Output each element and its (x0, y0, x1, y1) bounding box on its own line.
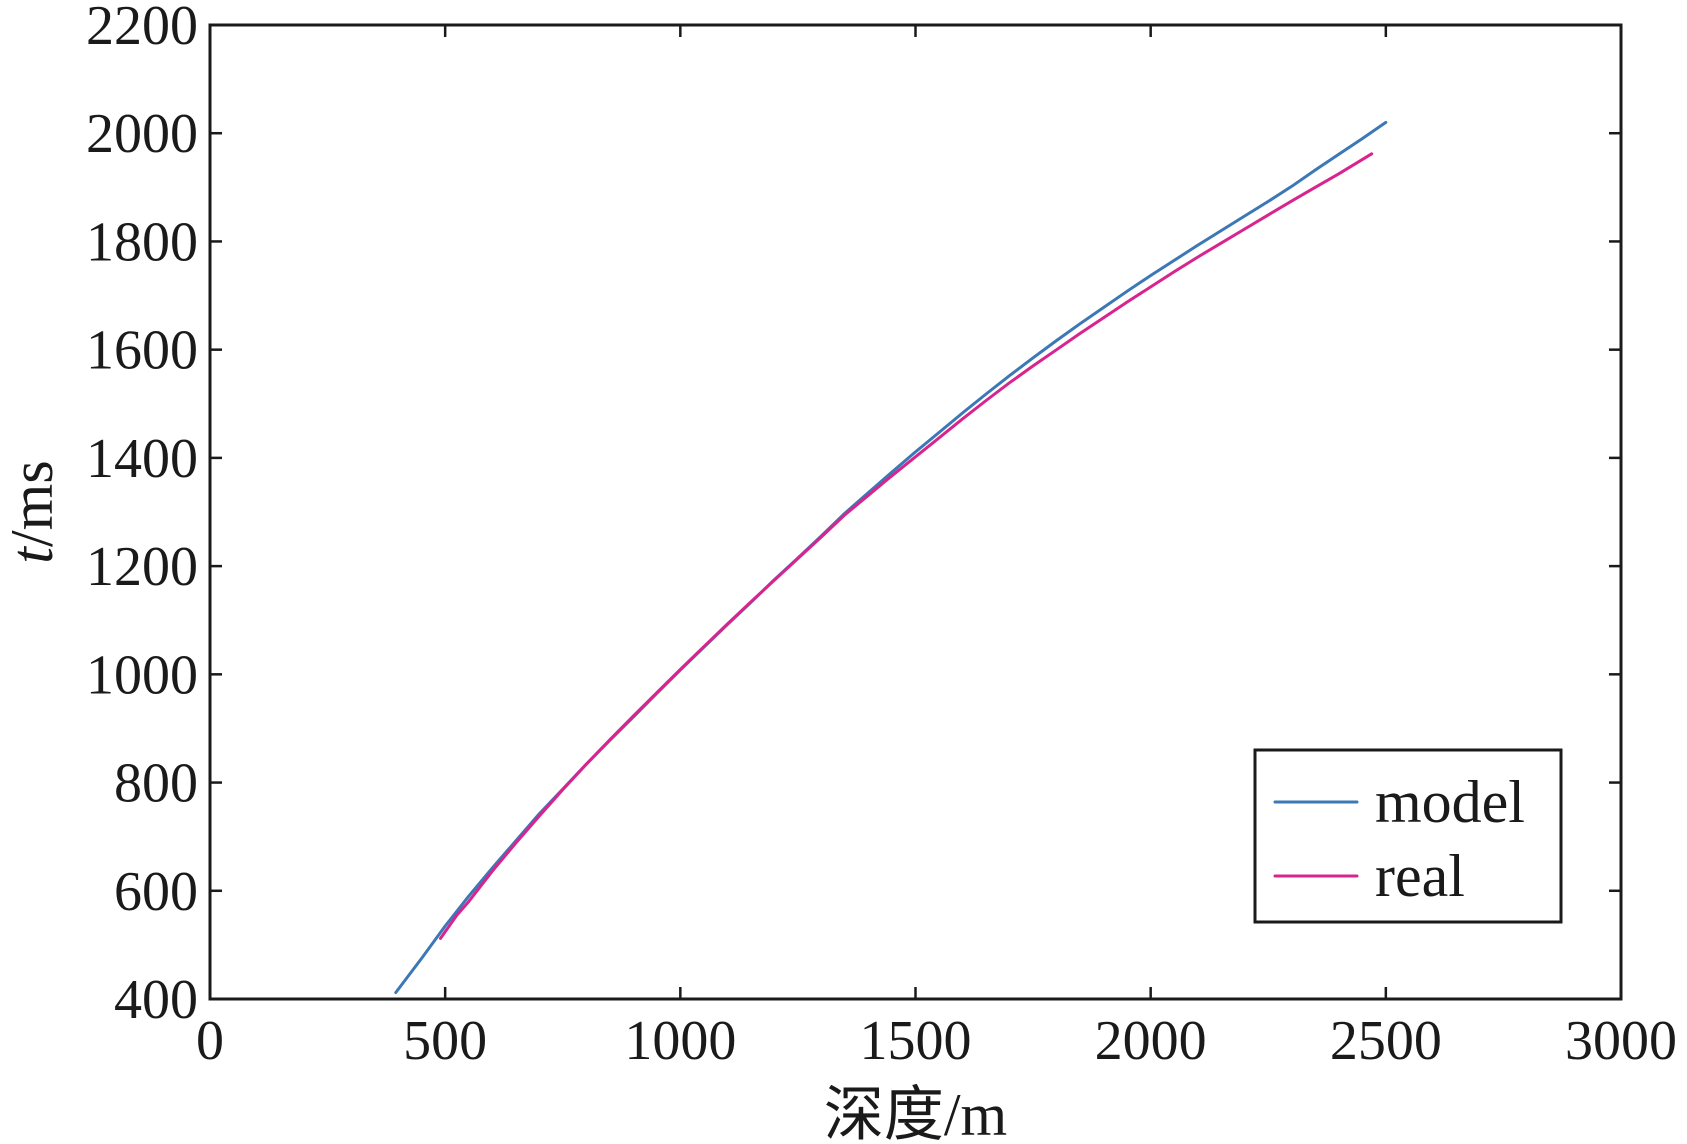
y-tick-label: 1200 (86, 536, 198, 598)
series-line-model (394, 120, 1388, 994)
x-axis-label: 深度/m (824, 1082, 1007, 1144)
y-tick-label: 1600 (86, 320, 198, 382)
y-tick-label: 800 (114, 753, 198, 815)
x-tick-label: 500 (403, 1010, 487, 1072)
x-tick-label: 1500 (860, 1010, 972, 1072)
legend: model real (1253, 748, 1563, 924)
y-tick-label: 400 (114, 969, 198, 1031)
y-tick-label: 2000 (86, 103, 198, 165)
y-tick-label: 1400 (86, 428, 198, 490)
y-tick-label: 1000 (86, 644, 198, 706)
x-tick-label: 1000 (624, 1010, 736, 1072)
y-tick-label: 2200 (86, 0, 198, 57)
x-tick-label: 2000 (1095, 1010, 1207, 1072)
series-line-real (439, 152, 1374, 940)
y-tick-labels: 400 600 800 1000 1200 1400 1600 1800 2000 2200 (86, 0, 198, 1031)
y-tick-label: 600 (114, 861, 198, 923)
plot-series (394, 120, 1388, 994)
y-axis-label-variable: t (0, 546, 65, 564)
legend-label-real: real (1375, 843, 1465, 909)
y-tick-label: 1800 (86, 211, 198, 273)
x-tick-labels: 0 500 1000 1500 2000 2500 3000 (196, 1010, 1677, 1072)
y-axis-label-unit: /ms (0, 460, 65, 547)
x-tick-label: 0 (196, 1010, 224, 1072)
plot-frame (208, 23, 1623, 1001)
x-tick-label: 3000 (1565, 1010, 1677, 1072)
y-axis-label: t/ms (0, 460, 65, 563)
legend-box (1253, 748, 1563, 924)
x-tick-label: 2500 (1330, 1010, 1442, 1072)
legend-label-model: model (1375, 769, 1525, 835)
